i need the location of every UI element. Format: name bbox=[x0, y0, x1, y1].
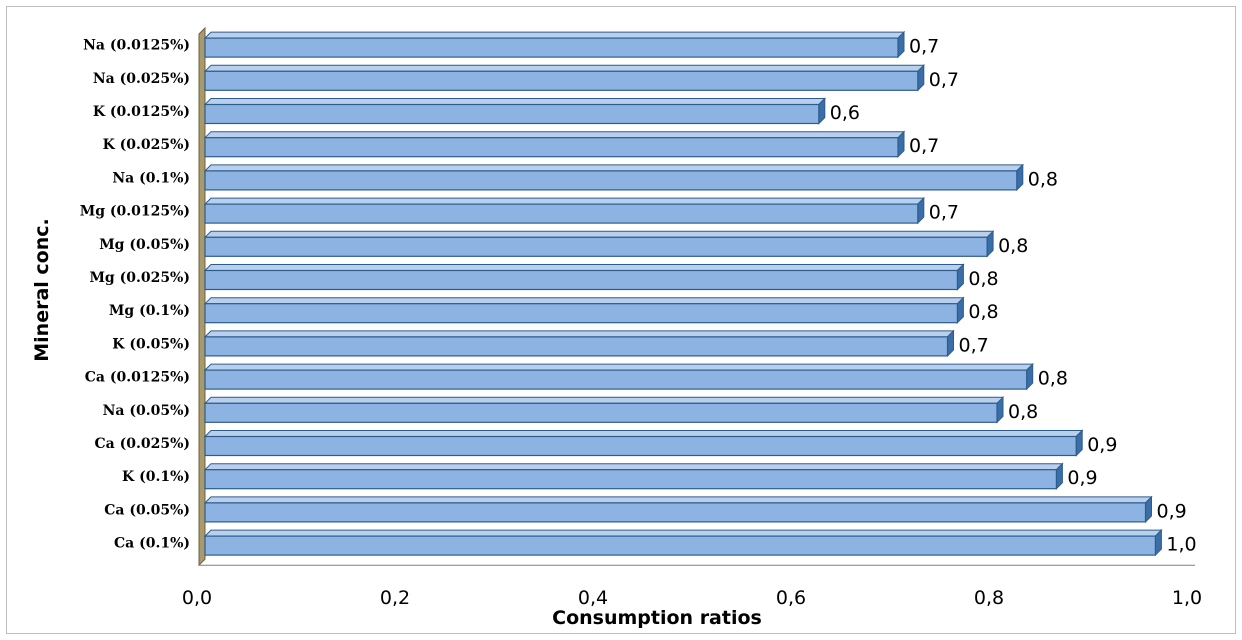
category-label: Na (0.1%) bbox=[112, 170, 190, 186]
category-label: Ca (0.05%) bbox=[104, 502, 190, 518]
bar-top-face bbox=[203, 330, 955, 338]
bar-top-face bbox=[203, 131, 906, 139]
y-axis-title: Mineral conc. bbox=[31, 218, 53, 361]
x-tick-label: 0,6 bbox=[776, 587, 806, 609]
category-label: Ca (0.0125%) bbox=[85, 370, 190, 386]
category-label: Mg (0.1%) bbox=[109, 303, 190, 319]
bar bbox=[204, 103, 820, 125]
bar bbox=[204, 269, 959, 291]
axis-wall bbox=[198, 26, 206, 567]
bar-top-face bbox=[203, 98, 827, 105]
bar-top-face bbox=[203, 230, 995, 238]
x-axis-title: Consumption ratios bbox=[552, 607, 762, 629]
bar-top-face bbox=[203, 463, 1064, 471]
data-label: 0,8 bbox=[998, 235, 1028, 257]
bar bbox=[204, 37, 899, 58]
category-label: K (0.05%) bbox=[112, 336, 190, 352]
bar bbox=[204, 535, 1157, 556]
data-label: 0,7 bbox=[909, 135, 939, 157]
data-label: 0,8 bbox=[1008, 401, 1038, 423]
data-label: 0,8 bbox=[968, 301, 998, 323]
data-label: 0,9 bbox=[1157, 500, 1187, 522]
bar-top-face bbox=[203, 297, 965, 305]
bar-top-face bbox=[203, 363, 1034, 371]
x-tick-label: 0,2 bbox=[380, 587, 410, 609]
category-label: Mg (0.0125%) bbox=[80, 204, 190, 220]
bar bbox=[204, 369, 1028, 390]
bar bbox=[204, 336, 949, 357]
category-label: K (0.0125%) bbox=[93, 104, 190, 120]
bar-top-face bbox=[203, 430, 1084, 437]
bar-top-face bbox=[203, 496, 1153, 504]
data-label: 1,0 bbox=[1166, 534, 1196, 556]
bar-top-face bbox=[203, 31, 906, 39]
data-label: 0,9 bbox=[1067, 467, 1097, 489]
bar bbox=[204, 236, 988, 257]
category-label: Mg (0.05%) bbox=[99, 237, 190, 253]
data-label: 0,7 bbox=[959, 334, 989, 356]
bar bbox=[204, 70, 919, 91]
category-label: Na (0.025%) bbox=[93, 71, 190, 87]
bar-top-face bbox=[203, 264, 965, 271]
bar-top-face bbox=[203, 64, 926, 72]
data-label: 0,8 bbox=[1028, 168, 1058, 190]
data-label: 0,7 bbox=[929, 69, 959, 91]
category-label: Mg (0.025%) bbox=[89, 270, 190, 286]
data-label: 0,9 bbox=[1087, 434, 1117, 456]
data-label: 0,7 bbox=[929, 202, 959, 224]
x-tick-label: 0,0 bbox=[182, 587, 212, 609]
category-label: Ca (0.1%) bbox=[114, 536, 190, 552]
x-tick-label: 0,4 bbox=[578, 587, 608, 609]
bar bbox=[204, 203, 919, 224]
bar bbox=[204, 502, 1147, 523]
bar-top-face bbox=[203, 396, 1005, 404]
data-label: 0,8 bbox=[1038, 368, 1068, 390]
data-label: 0,6 bbox=[830, 102, 860, 124]
category-label: Na (0.0125%) bbox=[83, 38, 190, 54]
data-label: 0,8 bbox=[968, 268, 998, 290]
category-label: K (0.025%) bbox=[103, 137, 190, 153]
category-label: K (0.1%) bbox=[122, 469, 190, 485]
x-tick-label: 0,8 bbox=[974, 587, 1004, 609]
bar bbox=[204, 469, 1058, 490]
bar-top-face bbox=[203, 164, 1025, 172]
x-tick-label: 1,0 bbox=[1172, 587, 1202, 609]
bar-top-face bbox=[203, 197, 926, 205]
bar bbox=[204, 170, 1018, 191]
bar bbox=[204, 402, 998, 423]
data-label: 0,7 bbox=[909, 36, 939, 58]
category-label: Ca (0.025%) bbox=[95, 436, 190, 452]
bar bbox=[204, 303, 959, 324]
bar bbox=[204, 137, 899, 158]
category-label: Na (0.05%) bbox=[103, 403, 190, 419]
bar bbox=[204, 435, 1077, 457]
bar-top-face bbox=[203, 529, 1163, 537]
